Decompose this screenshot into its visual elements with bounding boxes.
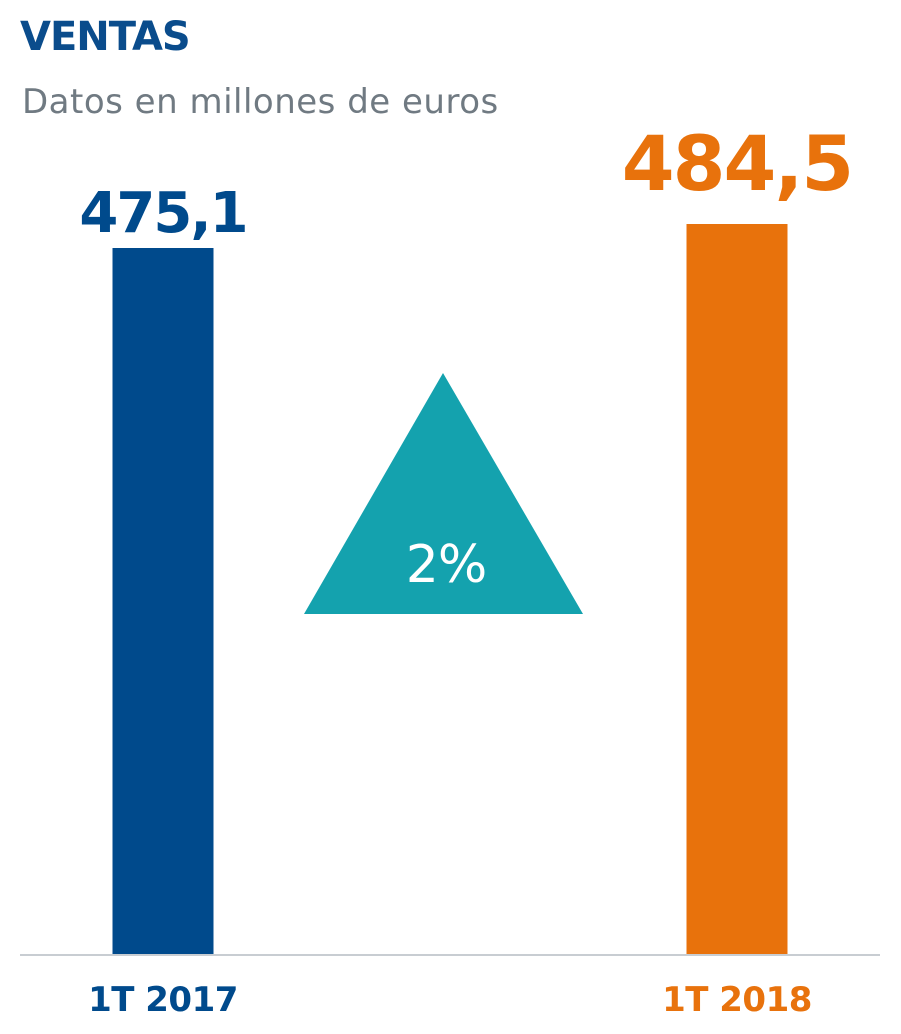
change-triangle-icon (304, 373, 583, 614)
value-label-0: 475,1 (79, 181, 246, 246)
category-label-1: 1T 2018 (662, 980, 812, 1020)
bar-0 (112, 248, 214, 955)
chart-title: VENTAS (20, 14, 191, 60)
value-label-1: 484,5 (622, 119, 852, 208)
chart-subtitle: Datos en millones de euros (22, 82, 499, 122)
category-label-0: 1T 2017 (88, 980, 238, 1020)
change-percent-label: 2% (406, 535, 487, 595)
bar-1 (686, 224, 788, 955)
